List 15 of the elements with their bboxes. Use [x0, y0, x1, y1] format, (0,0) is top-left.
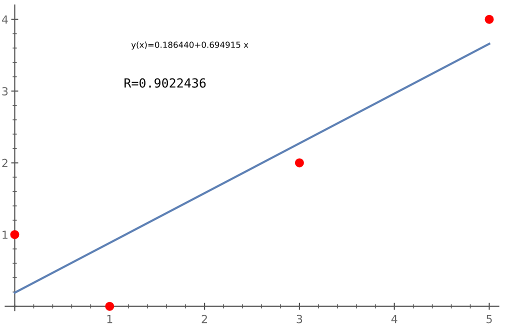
y-tick-label: 2 — [2, 158, 8, 168]
x-tick-label: 5 — [486, 314, 492, 324]
y-tick-label: 4 — [2, 15, 8, 24]
point — [294, 158, 304, 168]
point — [484, 14, 494, 24]
y-tick-label: 3 — [2, 87, 8, 96]
x-tick-label: 4 — [391, 314, 398, 324]
point — [105, 302, 114, 311]
annotation: y(x)=0.186440+0.694915 x — [131, 41, 248, 50]
x-tick-label: 1 — [107, 314, 112, 324]
annotation: R=0.9022436 — [124, 78, 206, 88]
x-tick-label: 2 — [202, 314, 207, 324]
y-tick-label: 1 — [2, 230, 8, 239]
x-tick-label: 3 — [296, 314, 302, 324]
point — [10, 230, 20, 240]
